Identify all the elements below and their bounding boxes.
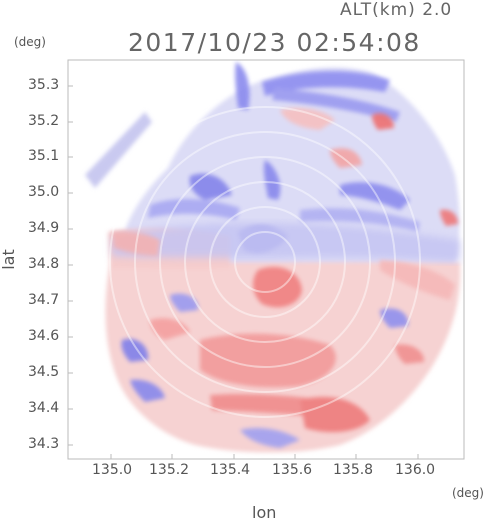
x-tick-label: 135.6 [272, 462, 313, 478]
x-unit-label: (deg) [452, 486, 484, 500]
radar-echo [85, 62, 461, 453]
y-tick-label: 35.1 [28, 148, 60, 164]
y-unit-label: (deg) [14, 35, 46, 49]
y-tick-label: 34.8 [28, 256, 60, 272]
x-tick-label: 135.4 [210, 462, 251, 478]
y-tick-label: 34.9 [28, 220, 60, 236]
x-tick-label: 135.8 [333, 462, 374, 478]
y-tick-label: 35.0 [28, 184, 60, 200]
y-tick-label: 34.7 [28, 292, 60, 308]
x-tick-label: 136.0 [395, 462, 436, 478]
x-tick-label: 135.0 [92, 462, 133, 478]
y-tick-label: 34.4 [28, 400, 60, 416]
timestamp: 2017/10/23 02:54:08 [128, 28, 421, 57]
x-tick-label: 135.2 [149, 462, 190, 478]
x-axis-title: lon [252, 503, 277, 522]
y-tick-label: 34.5 [28, 364, 60, 380]
y-tick-label: 35.2 [28, 113, 60, 129]
altitude-label: ALT(km) 2.0 [340, 0, 453, 20]
y-tick-label: 34.6 [28, 328, 60, 344]
y-tick-label: 34.3 [28, 436, 60, 452]
y-tick-label: 35.3 [28, 77, 60, 93]
